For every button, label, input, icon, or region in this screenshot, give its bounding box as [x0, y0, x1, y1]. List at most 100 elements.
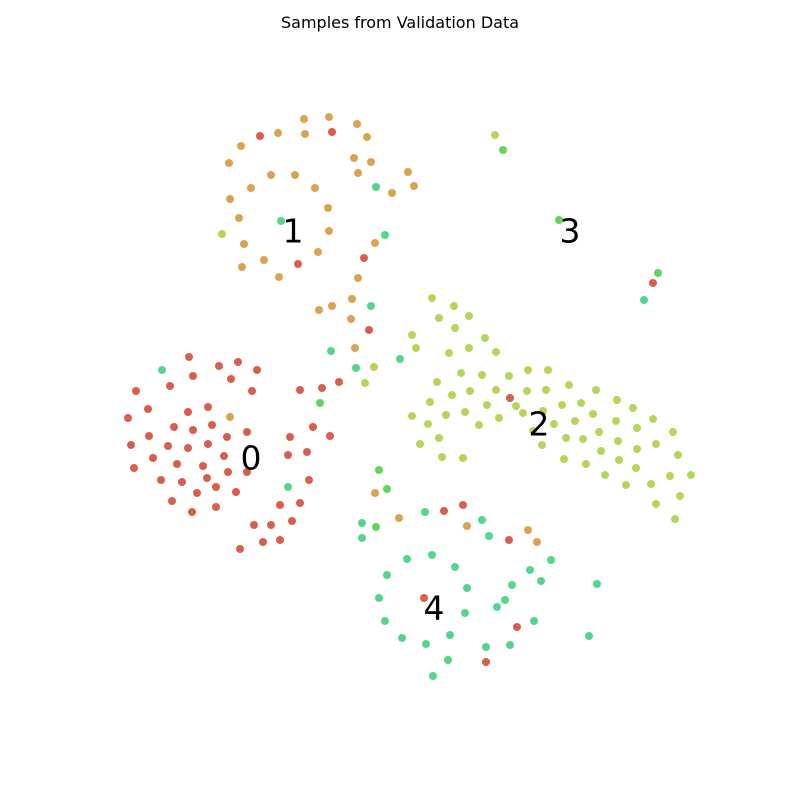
data-point-class-4 [429, 672, 437, 680]
data-point-class-2 [562, 434, 570, 442]
data-point-class-1 [351, 344, 359, 352]
data-point-class-0 [185, 353, 193, 361]
data-point-class-0 [188, 508, 196, 516]
data-point-class-1 [371, 489, 379, 497]
data-point-class-0 [166, 382, 174, 390]
data-point-class-2 [649, 415, 657, 423]
data-point-class-2 [442, 411, 450, 419]
data-point-class-3 [555, 216, 563, 224]
data-point-class-2 [519, 409, 527, 417]
data-point-class-4 [422, 640, 430, 648]
data-point-class-0 [459, 501, 467, 509]
data-point-class-2 [435, 434, 443, 442]
data-point-class-2 [687, 471, 695, 479]
data-point-class-2 [633, 445, 641, 453]
data-point-class-1 [367, 158, 375, 166]
data-point-class-2 [492, 386, 500, 394]
data-point-class-4 [358, 534, 366, 542]
data-point-class-0 [132, 387, 140, 395]
data-point-class-2 [615, 456, 623, 464]
data-point-class-2 [412, 344, 420, 352]
data-point-class-2 [408, 331, 416, 339]
data-point-class-4 [398, 634, 406, 642]
data-point-class-0 [223, 433, 231, 441]
data-point-class-1 [235, 214, 243, 222]
data-point-class-2 [433, 378, 441, 386]
data-point-class-2 [512, 402, 520, 410]
data-point-class-0 [276, 501, 284, 509]
data-point-class-0 [335, 378, 343, 386]
data-point-class-2 [652, 500, 660, 508]
data-point-class-4 [446, 631, 454, 639]
data-point-class-2 [674, 451, 682, 459]
data-point-class-4 [585, 632, 593, 640]
data-point-class-2 [633, 424, 641, 432]
data-point-class-1 [325, 227, 333, 235]
data-point-class-1 [347, 315, 355, 323]
data-point-class-4 [508, 581, 516, 589]
data-point-class-1 [524, 526, 532, 534]
data-point-class-2 [582, 460, 590, 468]
data-point-class-2 [465, 344, 473, 352]
data-point-class-3 [383, 485, 391, 493]
data-point-class-1 [237, 142, 245, 150]
data-point-class-0 [506, 394, 514, 402]
data-point-class-0 [294, 260, 302, 268]
data-point-class-2 [450, 302, 458, 310]
data-point-class-2 [544, 366, 552, 374]
data-point-class-0 [286, 433, 294, 441]
data-point-class-0 [168, 497, 176, 505]
data-point-class-0 [215, 362, 223, 370]
data-point-class-1 [348, 295, 356, 303]
data-point-class-4 [537, 577, 545, 585]
data-point-class-2 [218, 230, 226, 238]
data-point-class-2 [579, 435, 587, 443]
data-point-class-2 [577, 399, 585, 407]
data-point-class-0 [248, 387, 256, 395]
data-point-class-2 [632, 464, 640, 472]
data-point-class-0 [305, 476, 313, 484]
data-point-class-1 [395, 514, 403, 522]
data-point-class-2 [614, 437, 622, 445]
data-point-class-0 [189, 372, 197, 380]
data-point-class-1 [533, 538, 541, 546]
data-point-class-4 [375, 594, 383, 602]
cluster-label-0: 0 [241, 439, 262, 478]
data-point-class-4 [640, 296, 648, 304]
data-point-class-0 [296, 386, 304, 394]
data-point-class-4 [396, 355, 404, 363]
data-point-class-0 [227, 375, 235, 383]
data-point-class-1 [325, 113, 333, 121]
cluster-labels-layer: 0 1 2 3 4 [241, 212, 581, 628]
data-point-class-0 [149, 454, 157, 462]
data-point-class-2 [612, 417, 620, 425]
data-point-class-2 [426, 398, 434, 406]
data-point-class-3 [316, 399, 324, 407]
data-point-class-2 [523, 387, 531, 395]
data-point-class-2 [361, 379, 369, 387]
data-point-class-0 [189, 426, 197, 434]
data-point-class-2 [622, 481, 630, 489]
data-point-class-4 [403, 555, 411, 563]
data-point-class-2 [459, 454, 467, 462]
data-point-class-1 [350, 154, 358, 162]
data-point-class-2 [492, 348, 500, 356]
data-point-class-2 [445, 349, 453, 357]
data-point-class-0 [288, 517, 296, 525]
data-point-class-1 [291, 171, 299, 179]
data-point-class-0 [482, 658, 490, 666]
data-point-class-3 [375, 466, 383, 474]
data-point-class-0 [212, 503, 220, 511]
data-point-class-1 [247, 184, 255, 192]
data-point-class-2 [424, 420, 432, 428]
data-point-class-0 [267, 521, 275, 529]
data-point-class-1 [225, 159, 233, 167]
cluster-label-3: 3 [560, 212, 581, 251]
data-point-class-2 [542, 386, 550, 394]
data-point-class-4 [421, 508, 429, 516]
data-point-class-1 [300, 115, 308, 123]
data-point-class-2 [448, 391, 456, 399]
data-point-class-1 [353, 120, 361, 128]
data-point-class-4 [451, 563, 459, 571]
